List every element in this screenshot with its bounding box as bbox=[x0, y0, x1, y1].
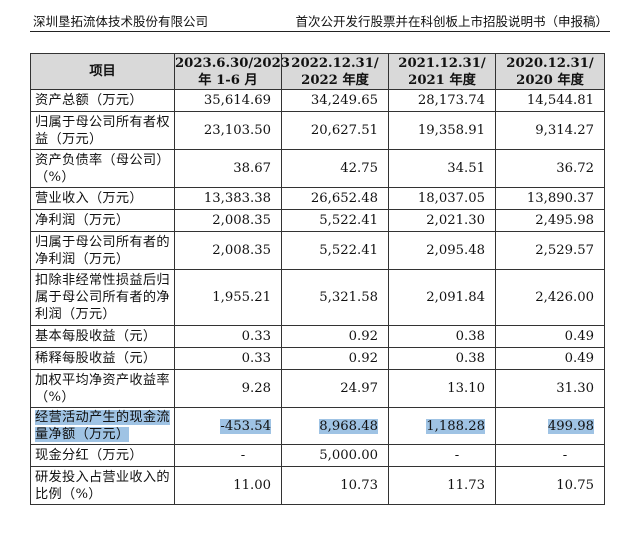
table-row: 经营活动产生的现金流量净额（万元） -453.54 8,968.48 1,188.28… bbox=[30, 407, 605, 445]
table-cell: 13,383.38 bbox=[174, 187, 282, 210]
table-cell: 11.73 bbox=[388, 466, 496, 505]
column-header-2021: 2021.12.31/2021 年度 bbox=[388, 53, 496, 90]
company-name: 深圳垦拓流体技术股份有限公司 bbox=[33, 14, 209, 29]
table-cell: 28,173.74 bbox=[388, 89, 496, 112]
table-cell: 0.38 bbox=[388, 325, 496, 348]
column-header-2020: 2020.12.31/2020 年度 bbox=[495, 53, 605, 90]
highlighted-text: 经营活动产生的现金流量净额（万元） bbox=[35, 410, 170, 442]
table-cell: - bbox=[495, 444, 605, 467]
table-cell: 34,249.65 bbox=[281, 89, 389, 112]
table-row: 研发投入占营业收入的比例（%） 11.00 10.73 11.73 10.75 bbox=[30, 466, 605, 505]
table-cell: 23,103.50 bbox=[174, 111, 282, 150]
table-cell: 0.33 bbox=[174, 347, 282, 370]
table-cell: 2,095.48 bbox=[388, 231, 496, 270]
table-cell: 499.98 bbox=[495, 407, 605, 445]
row-label: 研发投入占营业收入的比例（%） bbox=[30, 466, 175, 505]
table-cell: 10.73 bbox=[281, 466, 389, 505]
table-cell: 42.75 bbox=[281, 149, 389, 188]
highlighted-value: 8,968.48 bbox=[319, 418, 378, 434]
table-cell: 31.30 bbox=[495, 369, 605, 408]
table-row: 净利润（万元） 2,008.35 5,522.41 2,021.30 2,495.98 bbox=[30, 209, 605, 232]
table-cell: 5,000.00 bbox=[281, 444, 389, 467]
table-row: 资产负债率（母公司）（%） 38.67 42.75 34.51 36.72 bbox=[30, 149, 605, 188]
table-cell: 13.10 bbox=[388, 369, 496, 408]
table-cell: 2,091.84 bbox=[388, 269, 496, 326]
table-cell: 0.38 bbox=[388, 347, 496, 370]
table-row: 扣除非经常性损益后归属于母公司所有者的净利润（万元） 1,955.21 5,321.… bbox=[30, 269, 605, 326]
table-cell: 5,321.58 bbox=[281, 269, 389, 326]
table-cell: 0.49 bbox=[495, 325, 605, 348]
table-row: 营业收入（万元） 13,383.38 26,652.48 18,037.05 13,89… bbox=[30, 187, 605, 210]
table-row: 归属于母公司所有者权益（万元） 23,103.50 20,627.51 19,358.… bbox=[30, 111, 605, 150]
table-cell: 19,358.91 bbox=[388, 111, 496, 150]
table-cell: 0.49 bbox=[495, 347, 605, 370]
table-cell: - bbox=[388, 444, 496, 467]
table-cell: 8,968.48 bbox=[281, 407, 389, 445]
table-cell: -453.54 bbox=[174, 407, 282, 445]
column-header-item: 项目 bbox=[30, 53, 175, 90]
table-cell: 2,008.35 bbox=[174, 209, 282, 232]
table-cell: 13,890.37 bbox=[495, 187, 605, 210]
row-label: 现金分红（万元） bbox=[30, 444, 175, 467]
financial-summary-table: 项目 2023.6.30/2023 年 1-6 月 2022.12.31/2022… bbox=[30, 53, 605, 505]
page-header: 深圳垦拓流体技术股份有限公司 首次公开发行股票并在科创板上市招股说明书（申报稿） bbox=[0, 0, 620, 32]
row-label: 归属于母公司所有者的净利润（万元） bbox=[30, 231, 175, 270]
table-cell: 0.33 bbox=[174, 325, 282, 348]
row-label: 营业收入（万元） bbox=[30, 187, 175, 210]
table-cell: 2,529.57 bbox=[495, 231, 605, 270]
table-row: 现金分红（万元） -5,000.00- - bbox=[30, 444, 605, 467]
row-label: 扣除非经常性损益后归属于母公司所有者的净利润（万元） bbox=[30, 269, 175, 326]
table-cell: 34.51 bbox=[388, 149, 496, 188]
table-row: 归属于母公司所有者的净利润（万元） 2,008.35 5,522.41 2,095.4… bbox=[30, 231, 605, 270]
table-cell: 1,955.21 bbox=[174, 269, 282, 326]
table-cell: 2,008.35 bbox=[174, 231, 282, 270]
table-cell: 20,627.51 bbox=[281, 111, 389, 150]
highlighted-value: 499.98 bbox=[547, 418, 594, 434]
table-cell: 2,426.00 bbox=[495, 269, 605, 326]
table-row: 稀释每股收益（元） 0.33 0.92 0.38 0.49 bbox=[30, 347, 605, 370]
table-cell: 24.97 bbox=[281, 369, 389, 408]
table-cell: 10.75 bbox=[495, 466, 605, 505]
column-header-2023h1: 2023.6.30/2023 年 1-6 月 bbox=[174, 53, 290, 90]
table-cell: 2,495.98 bbox=[495, 209, 605, 232]
table-header-row: 项目 2023.6.30/2023 年 1-6 月 2022.12.31/2022… bbox=[30, 53, 605, 90]
table-cell: 5,522.41 bbox=[281, 209, 389, 232]
highlighted-value: 1,188.28 bbox=[426, 418, 485, 434]
table-row: 基本每股收益（元） 0.33 0.92 0.38 0.49 bbox=[30, 325, 605, 348]
table-cell: 9,314.27 bbox=[495, 111, 605, 150]
row-label: 净利润（万元） bbox=[30, 209, 175, 232]
table-cell: 9.28 bbox=[174, 369, 282, 408]
highlighted-value: -453.54 bbox=[220, 418, 271, 434]
table-cell: 2,021.30 bbox=[388, 209, 496, 232]
row-label: 加权平均净资产收益率（%） bbox=[30, 369, 175, 408]
column-header-2022: 2022.12.31/2022 年度 bbox=[281, 53, 389, 90]
row-label: 资产负债率（母公司）（%） bbox=[30, 149, 175, 188]
row-label: 基本每股收益（元） bbox=[30, 325, 175, 348]
table-cell: 11.00 bbox=[174, 466, 282, 505]
header-divider bbox=[30, 31, 610, 32]
table-cell: 5,522.41 bbox=[281, 231, 389, 270]
row-label: 经营活动产生的现金流量净额（万元） bbox=[30, 407, 175, 445]
row-label: 稀释每股收益（元） bbox=[30, 347, 175, 370]
table-cell: 0.92 bbox=[281, 325, 389, 348]
table-row: 加权平均净资产收益率（%） 9.28 24.97 13.10 31.30 bbox=[30, 369, 605, 408]
table-cell: 38.67 bbox=[174, 149, 282, 188]
table-row: 资产总额（万元） 35,614.69 34,249.65 28,173.74 14,54… bbox=[30, 89, 605, 112]
table-cell: 26,652.48 bbox=[281, 187, 389, 210]
table-cell: 14,544.81 bbox=[495, 89, 605, 112]
table-cell: - bbox=[174, 444, 282, 467]
table-cell: 35,614.69 bbox=[174, 89, 282, 112]
document-title: 首次公开发行股票并在科创板上市招股说明书（申报稿） bbox=[295, 14, 608, 29]
table-cell: 0.92 bbox=[281, 347, 389, 370]
table-cell: 18,037.05 bbox=[388, 187, 496, 210]
table-body: 资产总额（万元） 35,614.69 34,249.65 28,173.74 14,54… bbox=[30, 89, 605, 505]
table-cell: 1,188.28 bbox=[388, 407, 496, 445]
table-cell: 36.72 bbox=[495, 149, 605, 188]
row-label: 归属于母公司所有者权益（万元） bbox=[30, 111, 175, 150]
row-label: 资产总额（万元） bbox=[30, 89, 175, 112]
